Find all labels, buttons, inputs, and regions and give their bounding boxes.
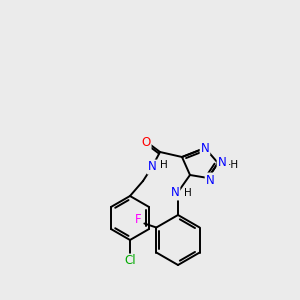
Text: ·H: ·H xyxy=(228,160,239,170)
Text: N: N xyxy=(171,187,179,200)
Text: N: N xyxy=(148,160,156,173)
Text: N: N xyxy=(201,142,209,154)
Text: H: H xyxy=(160,160,168,170)
Text: O: O xyxy=(141,136,151,148)
Text: N: N xyxy=(206,173,214,187)
Text: N: N xyxy=(218,157,226,169)
Text: H: H xyxy=(184,188,192,198)
Text: F: F xyxy=(135,213,142,226)
Text: Cl: Cl xyxy=(124,254,136,268)
